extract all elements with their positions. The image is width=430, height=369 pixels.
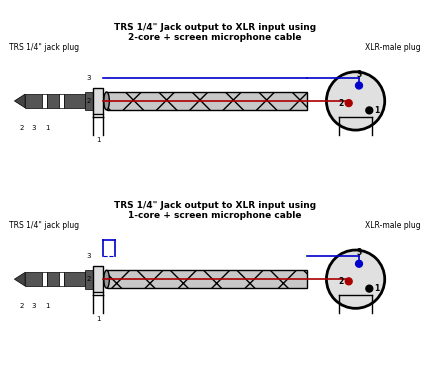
Text: 1: 1 — [96, 315, 100, 322]
Bar — [93, 88, 103, 114]
Circle shape — [345, 278, 352, 285]
Bar — [46, 272, 59, 286]
Text: 2: 2 — [19, 124, 24, 131]
Text: 2: 2 — [87, 276, 91, 282]
Text: XLR-male plug: XLR-male plug — [365, 43, 421, 52]
Text: TRS 1/4" Jack output to XLR input using
2-core + screen microphone cable: TRS 1/4" Jack output to XLR input using … — [114, 23, 316, 42]
Bar — [64, 272, 85, 286]
Bar — [59, 94, 64, 108]
Text: 2: 2 — [87, 98, 91, 104]
Circle shape — [326, 250, 385, 308]
Circle shape — [345, 100, 352, 107]
Polygon shape — [15, 94, 25, 108]
Bar — [64, 94, 85, 108]
Bar — [59, 272, 64, 286]
Text: 1: 1 — [45, 124, 49, 131]
Bar — [107, 92, 307, 110]
Text: TRS 1/4" jack plug: TRS 1/4" jack plug — [9, 221, 80, 230]
Polygon shape — [15, 272, 25, 286]
Text: 3: 3 — [32, 303, 37, 309]
Text: 1: 1 — [45, 303, 49, 309]
Text: 1: 1 — [375, 106, 380, 115]
Text: 3: 3 — [32, 124, 37, 131]
Bar — [25, 94, 42, 108]
Circle shape — [326, 72, 385, 130]
Text: 2: 2 — [338, 277, 343, 286]
Bar — [42, 272, 46, 286]
Text: XLR-male plug: XLR-male plug — [365, 221, 421, 230]
Text: 3: 3 — [356, 248, 362, 257]
Text: 3: 3 — [356, 70, 362, 79]
Bar — [42, 94, 46, 108]
Text: TRS 1/4" jack plug: TRS 1/4" jack plug — [9, 43, 80, 52]
Text: 2: 2 — [338, 99, 343, 108]
Bar — [107, 270, 307, 288]
Ellipse shape — [104, 92, 109, 110]
Ellipse shape — [104, 270, 109, 288]
Circle shape — [366, 285, 373, 292]
Text: 3: 3 — [86, 254, 91, 259]
Text: 1: 1 — [375, 284, 380, 293]
Bar — [85, 270, 93, 289]
Bar — [85, 92, 93, 110]
Circle shape — [366, 107, 373, 114]
Text: 3: 3 — [86, 75, 91, 81]
Bar — [93, 266, 103, 293]
Text: 2: 2 — [19, 303, 24, 309]
Bar — [25, 272, 42, 286]
Text: 1: 1 — [96, 137, 100, 144]
Circle shape — [356, 82, 362, 89]
Text: TRS 1/4" Jack output to XLR input using
1-core + screen microphone cable: TRS 1/4" Jack output to XLR input using … — [114, 201, 316, 220]
Circle shape — [356, 261, 362, 267]
Bar — [46, 94, 59, 108]
